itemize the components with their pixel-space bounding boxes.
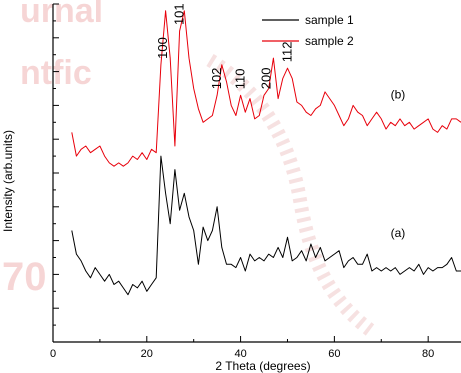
peak-label: 102 [209, 68, 224, 90]
x-tick-label: 60 [328, 348, 340, 360]
x-tick-label: 0 [50, 348, 56, 360]
series-line-sample-2 [71, 10, 461, 167]
curve-label: (b) [391, 88, 406, 102]
legend: sample 1 sample 2 [262, 13, 354, 48]
watermark-line-2: ntfic [20, 54, 92, 92]
watermark-line-1: urnal [20, 0, 103, 30]
x-axis-title: 2 Theta (degrees) [215, 359, 310, 373]
legend-label-sample-1: sample 1 [305, 13, 354, 27]
x-tick-label: 20 [141, 348, 153, 360]
legend-label-sample-2: sample 2 [305, 34, 354, 48]
curve-label: (a) [391, 226, 406, 240]
peak-label: 101 [172, 3, 187, 25]
watermark-rope [206, 53, 375, 336]
peak-label: 200 [258, 68, 273, 90]
y-axis-title: Intensity (arb.units) [1, 130, 15, 232]
x-tick-label: 40 [234, 348, 246, 360]
watermark: urnal ntfic 70 [2, 0, 375, 336]
x-tick-label: 80 [422, 348, 434, 360]
peak-label: 110 [233, 69, 248, 90]
series-line-sample-1 [71, 155, 461, 296]
peak-label: 100 [155, 37, 170, 59]
peak-label: 112 [279, 41, 294, 62]
watermark-line-3: 70 [2, 255, 47, 299]
